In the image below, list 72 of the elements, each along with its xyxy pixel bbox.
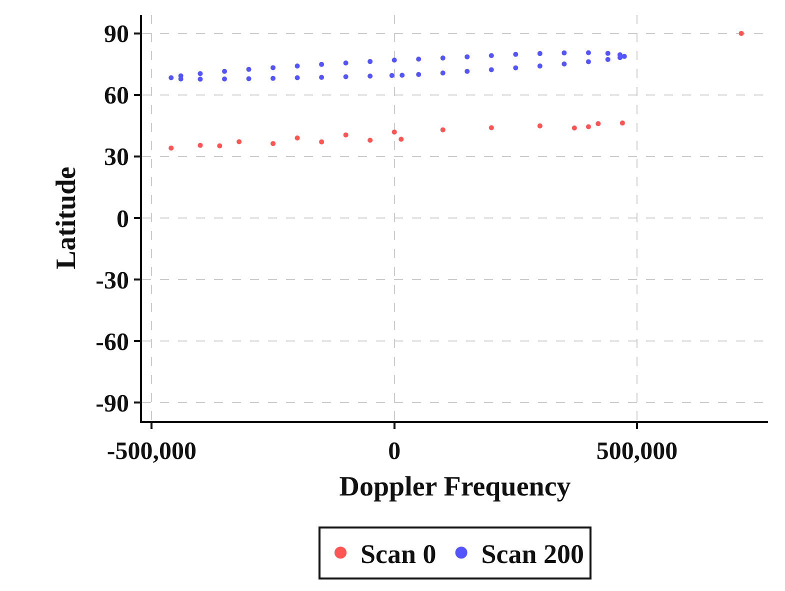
y-tick-label: -60 <box>96 328 129 356</box>
point <box>389 72 394 78</box>
point <box>596 121 601 126</box>
point <box>168 146 174 151</box>
point <box>400 72 405 78</box>
point <box>246 66 252 72</box>
point <box>488 53 494 58</box>
x-tick-label: 500,000 <box>596 438 678 465</box>
point <box>319 139 324 144</box>
point <box>319 74 324 80</box>
point <box>513 65 518 70</box>
point <box>513 52 518 57</box>
point <box>294 75 300 80</box>
point <box>246 76 252 82</box>
y-tick-label: 90 <box>104 21 129 48</box>
legend-label: Scan 0 <box>360 539 436 570</box>
y-tick-label: 0 <box>116 206 129 233</box>
point <box>464 54 470 60</box>
point <box>586 124 591 130</box>
point <box>440 127 446 132</box>
point <box>198 76 203 82</box>
point <box>319 62 324 67</box>
y-axis-title: Latitude <box>50 166 82 270</box>
point <box>368 59 373 64</box>
point <box>440 70 446 76</box>
y-tick-label: -90 <box>96 390 129 418</box>
x-tick-label: 0 <box>388 438 401 465</box>
x-axis-title: Doppler Frequency <box>339 472 571 503</box>
point <box>738 30 744 36</box>
point <box>198 142 203 148</box>
point <box>586 59 591 64</box>
y-tick-label: -30 <box>96 267 129 294</box>
point <box>392 58 397 63</box>
point <box>537 64 542 69</box>
point <box>217 143 222 148</box>
point <box>236 139 242 144</box>
point <box>222 68 227 74</box>
point <box>416 72 422 77</box>
point <box>270 76 276 81</box>
point <box>198 71 203 76</box>
x-tick-label: -500,000 <box>106 438 196 465</box>
legend-label: Scan 200 <box>481 539 584 570</box>
y-tick-label: 30 <box>104 144 129 172</box>
point <box>168 75 174 80</box>
y-tick-label: 60 <box>104 82 129 110</box>
point <box>605 57 610 62</box>
point <box>488 67 494 72</box>
point <box>270 141 276 146</box>
point <box>586 50 591 56</box>
point <box>222 76 227 82</box>
point <box>562 50 567 56</box>
point <box>440 56 446 61</box>
point <box>368 138 373 143</box>
point <box>398 136 404 142</box>
point <box>620 120 625 126</box>
point <box>343 60 348 66</box>
point <box>605 50 610 56</box>
point <box>343 74 348 80</box>
point <box>572 125 577 130</box>
point <box>392 130 397 135</box>
point <box>622 54 627 59</box>
point <box>294 136 300 141</box>
point <box>562 62 567 67</box>
point <box>537 123 542 128</box>
point <box>270 65 276 70</box>
point <box>368 74 373 79</box>
point <box>488 125 494 130</box>
point <box>343 132 348 138</box>
point <box>537 51 542 56</box>
point <box>416 56 422 62</box>
point <box>464 68 470 74</box>
point <box>294 64 300 69</box>
